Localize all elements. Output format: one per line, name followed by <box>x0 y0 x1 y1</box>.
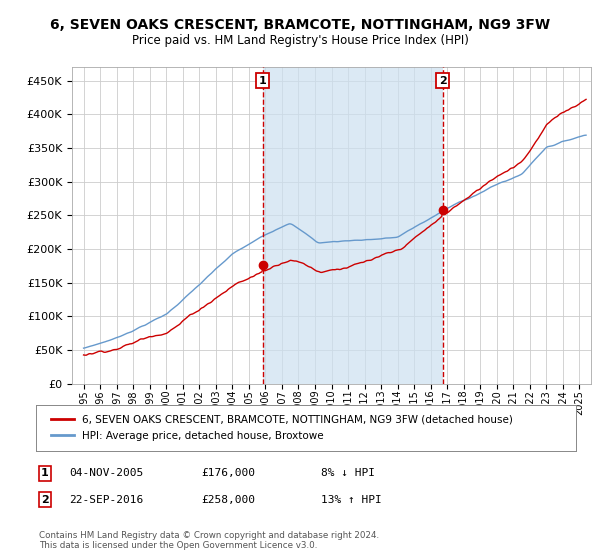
Text: £258,000: £258,000 <box>201 494 255 505</box>
Text: 22-SEP-2016: 22-SEP-2016 <box>69 494 143 505</box>
Text: 04-NOV-2005: 04-NOV-2005 <box>69 468 143 478</box>
Text: 1: 1 <box>41 468 49 478</box>
Bar <box>263 67 443 384</box>
Text: Price paid vs. HM Land Registry's House Price Index (HPI): Price paid vs. HM Land Registry's House … <box>131 34 469 46</box>
Text: 8% ↓ HPI: 8% ↓ HPI <box>321 468 375 478</box>
Text: Contains HM Land Registry data © Crown copyright and database right 2024.
This d: Contains HM Land Registry data © Crown c… <box>39 531 379 550</box>
Text: £176,000: £176,000 <box>201 468 255 478</box>
Text: 2: 2 <box>439 76 446 86</box>
Legend: 6, SEVEN OAKS CRESCENT, BRAMCOTE, NOTTINGHAM, NG9 3FW (detached house), HPI: Ave: 6, SEVEN OAKS CRESCENT, BRAMCOTE, NOTTIN… <box>47 410 517 445</box>
Text: 13% ↑ HPI: 13% ↑ HPI <box>321 494 382 505</box>
Text: 6, SEVEN OAKS CRESCENT, BRAMCOTE, NOTTINGHAM, NG9 3FW: 6, SEVEN OAKS CRESCENT, BRAMCOTE, NOTTIN… <box>50 18 550 32</box>
Text: 1: 1 <box>259 76 266 86</box>
Text: 2: 2 <box>41 494 49 505</box>
